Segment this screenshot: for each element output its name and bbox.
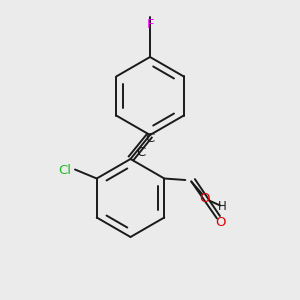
Text: O: O bbox=[215, 215, 226, 229]
Text: H: H bbox=[218, 200, 227, 214]
Text: Cl: Cl bbox=[58, 164, 71, 178]
Text: C: C bbox=[146, 131, 154, 145]
Text: O: O bbox=[199, 191, 209, 205]
Text: F: F bbox=[146, 17, 154, 31]
Text: C: C bbox=[136, 146, 145, 160]
